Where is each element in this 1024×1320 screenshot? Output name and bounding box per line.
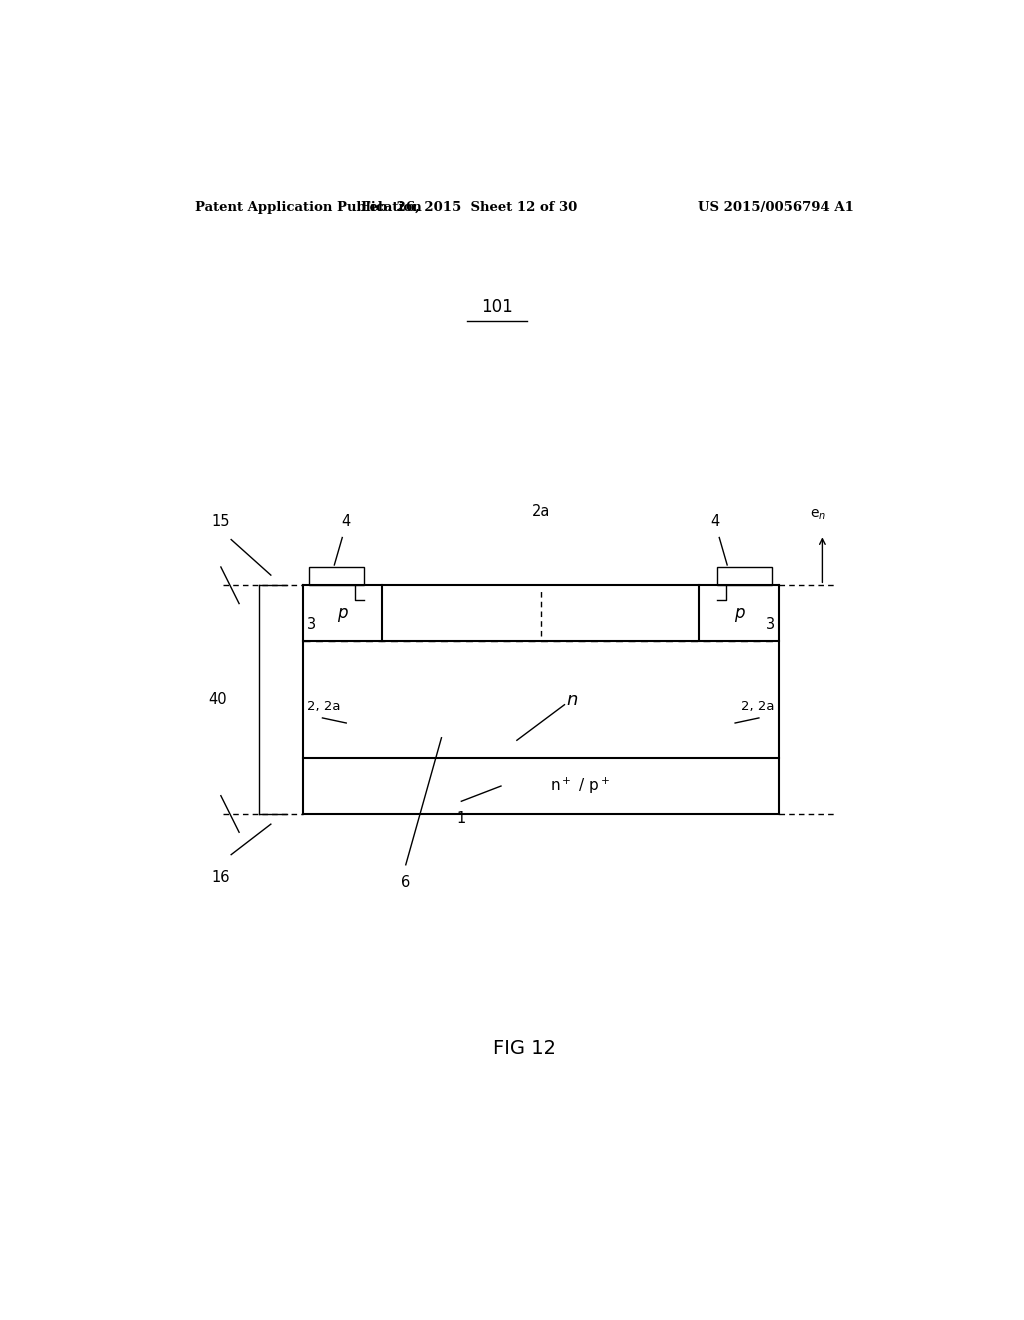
Bar xyxy=(309,568,365,585)
Text: p: p xyxy=(734,605,744,622)
Text: 40: 40 xyxy=(209,692,227,708)
Text: 4: 4 xyxy=(342,515,351,529)
Text: 2a: 2a xyxy=(531,504,550,519)
Text: FIG 12: FIG 12 xyxy=(494,1039,556,1057)
Text: Patent Application Publication: Patent Application Publication xyxy=(196,201,422,214)
Text: 2, 2a: 2, 2a xyxy=(741,700,775,713)
Text: 4: 4 xyxy=(711,515,720,529)
Text: US 2015/0056794 A1: US 2015/0056794 A1 xyxy=(698,201,854,214)
Text: 101: 101 xyxy=(481,298,513,315)
Text: n: n xyxy=(566,690,579,709)
Text: p: p xyxy=(337,605,347,622)
Text: Feb. 26, 2015  Sheet 12 of 30: Feb. 26, 2015 Sheet 12 of 30 xyxy=(361,201,578,214)
Text: 15: 15 xyxy=(211,515,229,529)
Text: 16: 16 xyxy=(211,870,229,884)
Text: n$^+$ / p$^+$: n$^+$ / p$^+$ xyxy=(551,776,610,796)
Text: 3: 3 xyxy=(306,616,315,632)
Text: 1: 1 xyxy=(457,812,466,826)
Text: e$_n$: e$_n$ xyxy=(810,508,826,523)
Text: 6: 6 xyxy=(401,875,411,890)
Bar xyxy=(717,568,772,585)
Text: 3: 3 xyxy=(766,616,775,632)
Text: 2, 2a: 2, 2a xyxy=(306,700,340,713)
